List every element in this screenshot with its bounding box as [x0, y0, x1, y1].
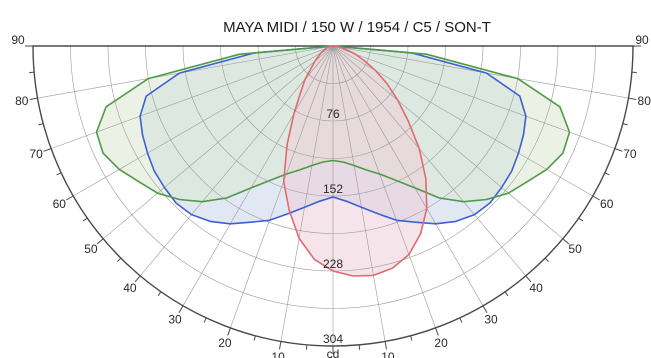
angle-label: 60 — [600, 197, 614, 211]
angle-label: 40 — [123, 281, 137, 295]
chart-title: MAYA MIDI / 150 W / 1954 / C5 / SON-T — [223, 19, 491, 36]
grid-spoke — [280, 45, 334, 342]
grid-spoke — [230, 45, 334, 329]
axis-tick — [82, 217, 88, 222]
angle-label: 10 — [381, 350, 395, 358]
axis-tick — [614, 148, 623, 152]
angle-label: 10 — [271, 350, 285, 358]
axis-tick — [562, 238, 570, 245]
axis-tick — [410, 335, 413, 341]
polar-grid — [25, 45, 641, 354]
axis-tick — [253, 335, 256, 341]
axis-tick — [482, 305, 488, 313]
angle-label: 40 — [529, 281, 543, 295]
radial-label: 304 — [323, 332, 343, 346]
axis-tick — [66, 195, 74, 201]
axis-tick — [38, 123, 44, 126]
angle-label: 70 — [623, 147, 637, 161]
series-line-1 — [139, 45, 527, 225]
series-line-2 — [95, 45, 571, 203]
angle-label: 90 — [635, 33, 649, 47]
axis-tick — [622, 123, 628, 126]
axis-tick — [157, 291, 162, 297]
grid-spoke — [332, 45, 563, 240]
angle-label: 20 — [218, 336, 232, 350]
axis-tick — [384, 341, 387, 350]
axis-tick — [628, 97, 637, 100]
axis-tick — [305, 344, 308, 350]
axis-tick — [544, 257, 550, 263]
grid-spoke — [332, 45, 436, 329]
grid-spoke — [182, 45, 334, 306]
series-lines — [95, 45, 571, 277]
axis-tick — [227, 327, 231, 336]
axis-tick — [631, 71, 637, 74]
grid-spoke — [332, 45, 616, 149]
axis-tick — [29, 97, 38, 100]
grid-spoke — [332, 45, 527, 276]
angle-label: 0° — [327, 355, 339, 358]
angle-label: 70 — [29, 147, 43, 161]
axis-tick — [578, 217, 584, 222]
axis-tick — [43, 148, 52, 152]
grid-spoke — [103, 45, 334, 240]
axis-tick — [116, 257, 122, 263]
angle-label: 80 — [638, 94, 651, 108]
grid-spoke — [139, 45, 334, 276]
grid-spoke — [50, 45, 334, 149]
radial-label: 152 — [323, 182, 343, 196]
axis-tick — [29, 71, 35, 74]
chart-frame — [32, 45, 634, 347]
axis-tick — [178, 305, 184, 313]
axis-tick — [525, 275, 532, 283]
axis-tick — [435, 327, 439, 336]
axis-tick — [134, 275, 141, 283]
angle-label: 90 — [11, 33, 25, 47]
angle-label: 60 — [53, 197, 67, 211]
grid-spoke — [332, 45, 386, 342]
angle-label: 80 — [15, 94, 29, 108]
axis-tick — [96, 238, 104, 245]
angle-label: 20 — [434, 336, 448, 350]
radial-label: 76 — [326, 107, 340, 121]
axis-labels: 90 90 80 80 70 70 60 60 50 50 40 40 30 30 20 20 10 10 0° 76… — [11, 33, 651, 358]
angle-label: 30 — [484, 313, 498, 327]
angle-label: 30 — [168, 313, 182, 327]
axis-tick — [592, 195, 600, 201]
axis-tick — [459, 317, 463, 323]
unit-label: cd — [327, 347, 340, 358]
axis-tick — [504, 291, 509, 297]
axis-tick — [279, 341, 282, 350]
radial-label: 228 — [323, 257, 343, 271]
series-line-3 — [282, 45, 428, 277]
angle-label: 50 — [84, 242, 98, 256]
axis-tick — [358, 344, 361, 350]
axis-tick — [56, 172, 62, 176]
grid-spoke — [73, 45, 334, 197]
angle-label: 50 — [568, 242, 582, 256]
axis-tick — [203, 317, 207, 323]
axis-tick — [604, 172, 610, 176]
grid-spoke — [332, 45, 484, 306]
